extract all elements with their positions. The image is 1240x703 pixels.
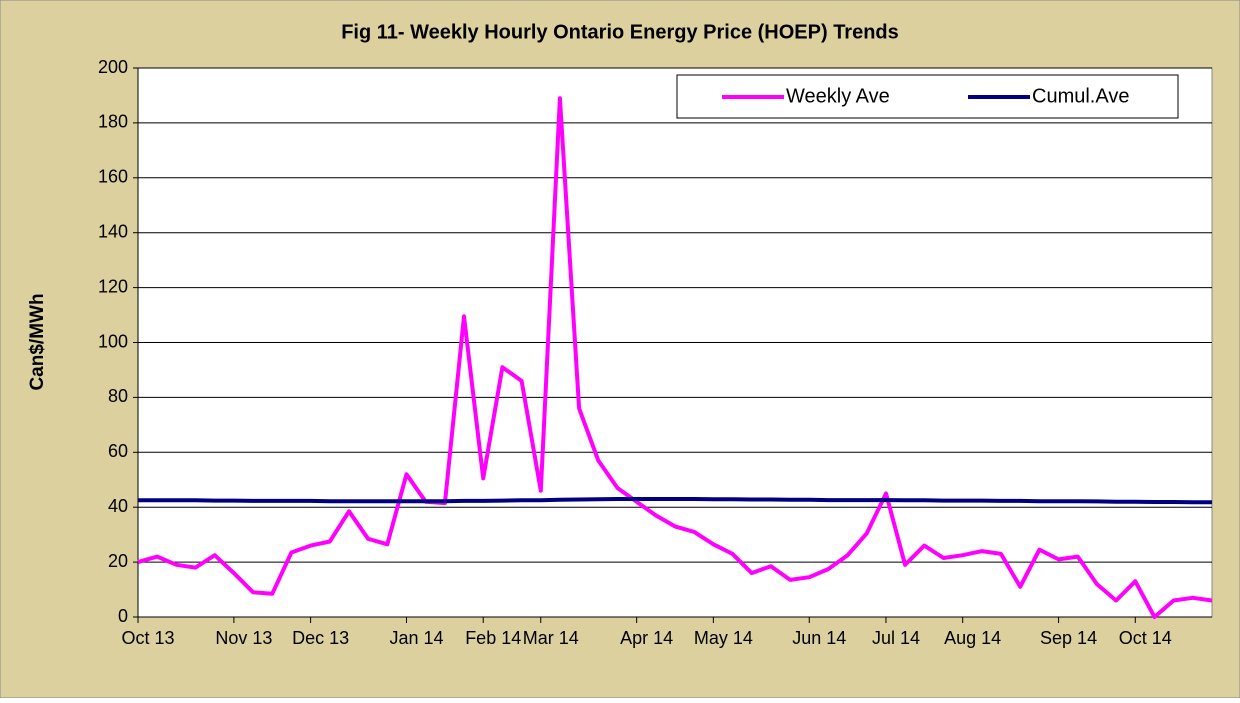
x-tick-label: Oct 13	[121, 628, 174, 648]
x-tick-label: Jan 14	[389, 628, 443, 648]
x-tick-label: Dec 13	[292, 628, 349, 648]
x-tick-label: Sep 14	[1040, 628, 1097, 648]
chart-title: Fig 11- Weekly Hourly Ontario Energy Pri…	[341, 21, 899, 43]
y-tick-label: 40	[108, 496, 128, 516]
x-tick-label: Apr 14	[620, 628, 673, 648]
y-tick-label: 0	[118, 606, 128, 626]
legend-label: Weekly Ave	[786, 85, 890, 107]
x-tick-label: Mar 14	[523, 628, 579, 648]
legend-label: Cumul.Ave	[1032, 85, 1129, 107]
y-tick-label: 120	[98, 276, 128, 296]
y-tick-label: 160	[98, 167, 128, 187]
x-tick-label: Jul 14	[872, 628, 920, 648]
line-series	[138, 497, 1212, 505]
y-tick-label: 60	[108, 441, 128, 461]
x-tick-label: Jun 14	[792, 628, 846, 648]
y-tick-label: 140	[98, 221, 128, 241]
x-tick-label: Feb 14	[465, 628, 521, 648]
y-tick-label: 80	[108, 386, 128, 406]
x-tick-label: Nov 13	[215, 628, 272, 648]
x-tick-label: Aug 14	[944, 628, 1001, 648]
x-tick-label: May 14	[694, 628, 753, 648]
y-tick-label: 100	[98, 331, 128, 351]
y-axis-label: Can$/MWh	[27, 293, 48, 390]
x-tick-label: Oct 14	[1119, 628, 1172, 648]
y-tick-label: 200	[98, 57, 128, 77]
y-tick-label: 20	[108, 551, 128, 571]
y-tick-label: 180	[98, 112, 128, 132]
line-series	[137, 96, 1213, 619]
